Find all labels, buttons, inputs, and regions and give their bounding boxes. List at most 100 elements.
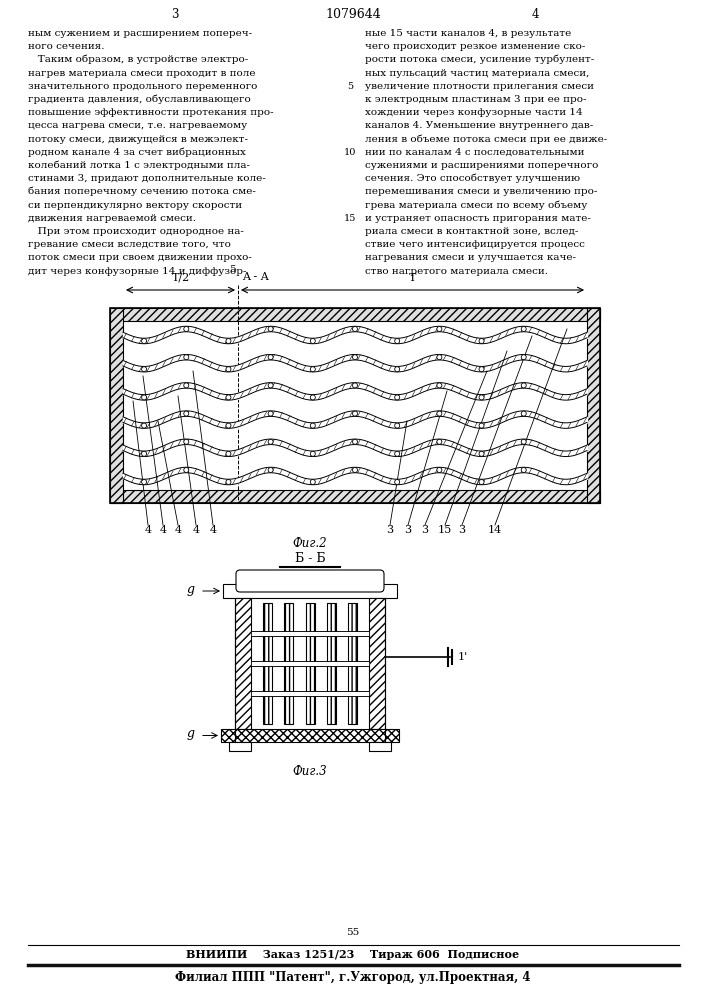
- Text: рости потока смеси, усиление турбулент-: рости потока смеси, усиление турбулент-: [365, 55, 595, 64]
- Bar: [369, 598, 385, 729]
- Circle shape: [479, 395, 484, 400]
- Text: родном канале 4 за счет вибрационных: родном канале 4 за счет вибрационных: [28, 147, 246, 157]
- Circle shape: [184, 355, 189, 360]
- Circle shape: [141, 395, 146, 400]
- Text: перемешивания смеси и увеличению про-: перемешивания смеси и увеличению про-: [365, 187, 597, 196]
- Circle shape: [184, 383, 189, 388]
- Text: потоку смеси, движущейся в межэлект-: потоку смеси, движущейся в межэлект-: [28, 135, 248, 144]
- Circle shape: [226, 395, 231, 400]
- Circle shape: [395, 367, 399, 372]
- Text: Б - Б: Б - Б: [295, 552, 325, 565]
- Circle shape: [437, 327, 442, 332]
- Circle shape: [353, 439, 358, 444]
- Bar: [305, 603, 315, 724]
- Circle shape: [184, 411, 189, 416]
- Circle shape: [226, 338, 231, 343]
- Bar: [223, 584, 397, 598]
- Text: повышение эффективности протекания про-: повышение эффективности протекания про-: [28, 108, 274, 117]
- Text: T: T: [409, 273, 416, 283]
- Circle shape: [141, 367, 146, 372]
- Bar: [587, 308, 600, 503]
- Circle shape: [479, 451, 484, 456]
- Circle shape: [437, 355, 442, 360]
- Circle shape: [310, 423, 315, 428]
- Text: ствие чего интенсифицируется процесс: ствие чего интенсифицируется процесс: [365, 240, 585, 249]
- Circle shape: [437, 468, 442, 473]
- Circle shape: [141, 423, 146, 428]
- Bar: [327, 603, 336, 724]
- Text: 3: 3: [404, 525, 411, 535]
- Circle shape: [353, 383, 358, 388]
- Text: колебаний лотка 1 с электродными пла-: колебаний лотка 1 с электродными пла-: [28, 160, 250, 170]
- Text: поток смеси при своем движении прохо-: поток смеси при своем движении прохо-: [28, 253, 252, 262]
- Bar: [284, 603, 293, 724]
- Circle shape: [437, 383, 442, 388]
- Text: 4: 4: [144, 525, 151, 535]
- Bar: [251, 691, 369, 696]
- Text: 3: 3: [387, 525, 394, 535]
- Circle shape: [226, 451, 231, 456]
- Text: 3: 3: [171, 8, 179, 21]
- Bar: [327, 603, 336, 724]
- Text: гревание смеси вследствие того, что: гревание смеси вследствие того, что: [28, 240, 231, 249]
- Text: A - A: A - A: [242, 272, 269, 282]
- Text: дит через конфузорные 14 и диффузор-: дит через конфузорные 14 и диффузор-: [28, 267, 247, 276]
- Circle shape: [353, 468, 358, 473]
- Circle shape: [521, 439, 526, 444]
- Circle shape: [521, 411, 526, 416]
- Circle shape: [268, 411, 273, 416]
- Circle shape: [141, 338, 146, 343]
- Circle shape: [437, 411, 442, 416]
- Circle shape: [353, 355, 358, 360]
- Text: к электродным пластинам 3 при ее про-: к электродным пластинам 3 при ее про-: [365, 95, 587, 104]
- Text: нагрев материала смеси проходит в поле: нагрев материала смеси проходит в поле: [28, 69, 255, 78]
- Text: ления в объеме потока смеси при ее движе-: ления в объеме потока смеси при ее движе…: [365, 134, 607, 144]
- Text: сечения. Это способствует улучшению: сечения. Это способствует улучшению: [365, 174, 580, 183]
- Circle shape: [521, 468, 526, 473]
- Text: ных пульсаций частиц материала смеси,: ных пульсаций частиц материала смеси,: [365, 69, 590, 78]
- Text: сужениями и расширениями поперечного: сужениями и расширениями поперечного: [365, 161, 598, 170]
- Bar: [110, 308, 600, 321]
- Circle shape: [395, 451, 399, 456]
- Bar: [229, 742, 251, 751]
- Text: чего происходит резкое изменение ско-: чего происходит резкое изменение ско-: [365, 42, 585, 51]
- Text: ство нагретого материала смеси.: ство нагретого материала смеси.: [365, 267, 548, 276]
- Bar: [110, 490, 600, 503]
- Bar: [284, 603, 293, 724]
- Text: ным сужением и расширением попереч-: ным сужением и расширением попереч-: [28, 29, 252, 38]
- Text: 4: 4: [531, 8, 539, 21]
- Text: Фиг.3: Фиг.3: [293, 765, 327, 778]
- Circle shape: [353, 327, 358, 332]
- Bar: [263, 603, 272, 724]
- Text: g: g: [187, 583, 195, 596]
- Bar: [110, 308, 600, 503]
- Text: Фиг.2: Фиг.2: [293, 537, 327, 550]
- Bar: [110, 308, 123, 503]
- Text: 4: 4: [160, 525, 167, 535]
- Circle shape: [226, 479, 231, 484]
- Text: 4: 4: [175, 525, 182, 535]
- Circle shape: [141, 479, 146, 484]
- Text: ВНИИПИ    Заказ 1251/23    Тираж 606  Подписное: ВНИИПИ Заказ 1251/23 Тираж 606 Подписное: [187, 949, 520, 960]
- Bar: [251, 598, 369, 729]
- Bar: [235, 598, 251, 729]
- Circle shape: [268, 439, 273, 444]
- Text: хождении через конфузорные части 14: хождении через конфузорные части 14: [365, 108, 583, 117]
- Text: бания поперечному сечению потока сме-: бания поперечному сечению потока сме-: [28, 187, 256, 196]
- Text: нагревания смеси и улучшается каче-: нагревания смеси и улучшается каче-: [365, 253, 576, 262]
- Circle shape: [268, 355, 273, 360]
- Circle shape: [395, 479, 399, 484]
- Bar: [251, 661, 369, 666]
- Text: градиента давления, обуславливающего: градиента давления, обуславливающего: [28, 95, 251, 104]
- Text: каналов 4. Уменьшение внутреннего дав-: каналов 4. Уменьшение внутреннего дав-: [365, 121, 593, 130]
- Text: грева материала смеси по всему объему: грева материала смеси по всему объему: [365, 200, 588, 210]
- Text: ного сечения.: ного сечения.: [28, 42, 105, 51]
- Circle shape: [268, 383, 273, 388]
- Circle shape: [184, 327, 189, 332]
- FancyBboxPatch shape: [236, 570, 384, 592]
- Text: 3: 3: [421, 525, 428, 535]
- Text: При этом происходит однородное на-: При этом происходит однородное на-: [28, 227, 244, 236]
- Circle shape: [310, 479, 315, 484]
- Text: нии по каналам 4 с последовательными: нии по каналам 4 с последовательными: [365, 148, 585, 157]
- Circle shape: [310, 367, 315, 372]
